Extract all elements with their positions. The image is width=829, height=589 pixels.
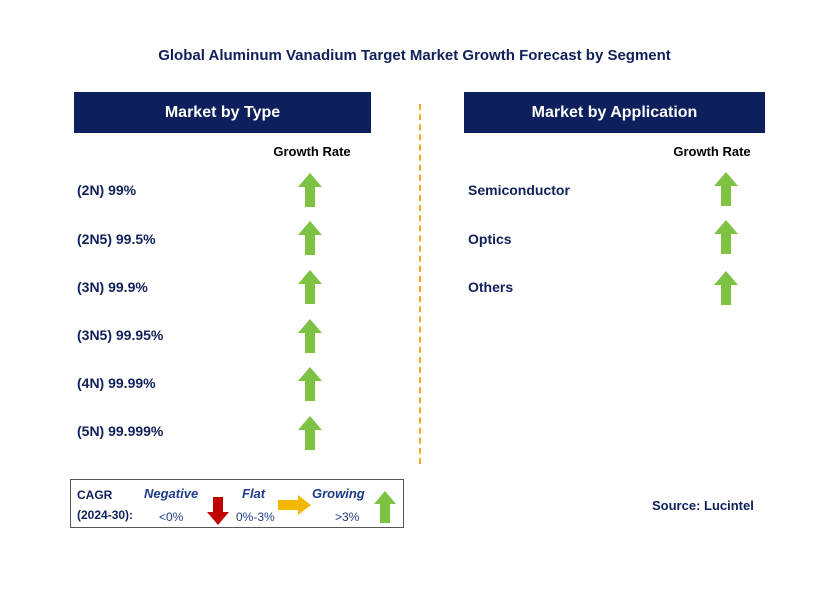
market-by-type-header: Market by Type: [74, 92, 371, 133]
legend-flat-range: 0%-3%: [236, 510, 275, 524]
growing-arrow-icon: [298, 173, 322, 207]
type-growth-rate-label: Growth Rate: [273, 144, 351, 159]
type-row-label: (3N) 99.9%: [77, 279, 148, 295]
growing-arrow-icon: [714, 271, 738, 305]
application-growth-rate-label: Growth Rate: [673, 144, 751, 159]
legend-cagr-label: CAGR: [77, 488, 113, 502]
cagr-legend: CAGR (2024-30): Negative <0% Flat 0%-3% …: [70, 479, 404, 528]
legend-growing-range: >3%: [335, 510, 360, 524]
growing-arrow-icon: [298, 416, 322, 450]
application-row-label: Semiconductor: [468, 182, 570, 198]
legend-negative-label: Negative: [144, 486, 199, 501]
application-row-label: Others: [468, 279, 514, 295]
growing-arrow-icon: [714, 220, 738, 254]
legend-growing-label: Growing: [312, 486, 365, 501]
legend-negative-range: <0%: [159, 510, 184, 524]
growing-arrow-icon: [298, 367, 322, 401]
growing-arrow-icon: [714, 172, 738, 206]
legend-cagr-period: (2024-30):: [77, 508, 134, 522]
type-row-label: (2N) 99%: [77, 182, 137, 198]
source-label: Source: Lucintel: [652, 498, 754, 513]
legend-flat-label: Flat: [242, 486, 266, 501]
growing-arrow-icon: [298, 221, 322, 255]
chart-title: Global Aluminum Vanadium Target Market G…: [158, 47, 671, 64]
type-row-label: (3N5) 99.95%: [77, 327, 164, 343]
panel-divider: [419, 104, 421, 464]
flat-arrow-icon: [278, 495, 311, 515]
type-row-label: (5N) 99.999%: [77, 423, 164, 439]
growing-arrow-icon: [298, 319, 322, 353]
growing-arrow-icon: [374, 491, 396, 523]
market-by-application-header: Market by Application: [464, 92, 765, 133]
type-row-label: (2N5) 99.5%: [77, 231, 156, 247]
application-row-label: Optics: [468, 231, 512, 247]
type-row-label: (4N) 99.99%: [77, 375, 156, 391]
negative-arrow-icon: [207, 497, 229, 525]
growing-arrow-icon: [298, 270, 322, 304]
